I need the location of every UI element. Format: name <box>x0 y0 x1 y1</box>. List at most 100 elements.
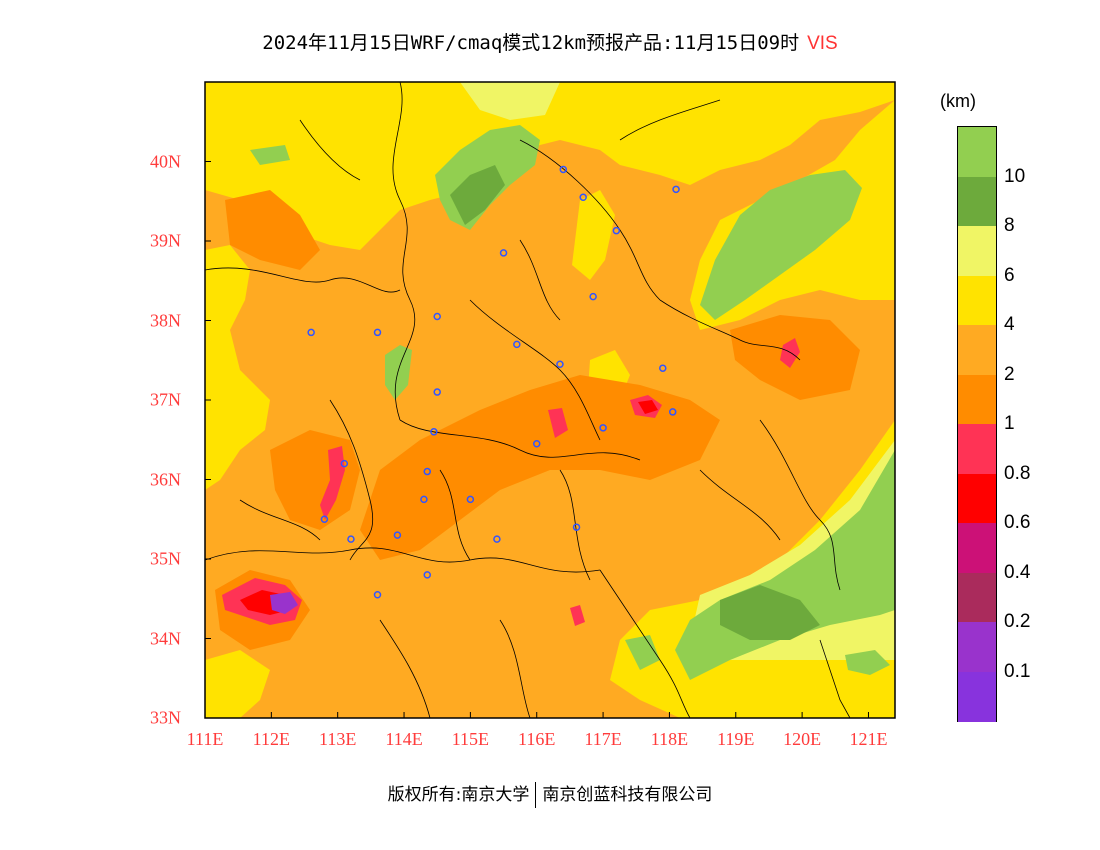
y-tick-label: 33N <box>150 707 181 728</box>
colorbar-label: 0.2 <box>1004 611 1031 632</box>
city-marker <box>347 535 355 543</box>
city-marker <box>320 515 329 523</box>
footer-left: 版权所有:南京大学 <box>387 785 530 805</box>
x-tick-label: 113E <box>319 729 357 749</box>
y-tick-label: 36N <box>150 469 181 489</box>
city-marker <box>513 340 521 349</box>
colorbar-segment <box>958 622 996 672</box>
city-marker <box>559 165 568 174</box>
pink-spot-coast <box>780 338 800 368</box>
colorbar-segment <box>958 473 996 524</box>
colorbar-segment <box>958 226 996 276</box>
colorbar-label: 2 <box>1004 363 1015 385</box>
orange-core-central <box>360 375 720 560</box>
title-variable: VIS <box>807 33 838 54</box>
green-region-taihang <box>385 345 412 400</box>
footer-separator <box>535 782 537 808</box>
light-yellow-region-north <box>460 82 560 120</box>
red-spot-shandong <box>638 400 658 414</box>
colorbar-segment <box>958 671 996 722</box>
footer-right: 南京创蓝科技有限公司 <box>542 785 713 805</box>
title-text: 2024年11月15日WRF/cmaq模式12km预报产品:11月15日09时 <box>262 32 800 54</box>
y-tick-label: 35N <box>150 548 181 569</box>
city-marker <box>423 571 432 579</box>
colorbar-segment <box>958 374 996 425</box>
x-tick-label: 111E <box>186 729 224 749</box>
city-marker <box>373 328 382 337</box>
city-marker <box>433 312 441 321</box>
city-markers <box>307 165 680 599</box>
city-marker <box>579 193 587 202</box>
colorbar-label: 10 <box>1004 165 1026 187</box>
colorbar-label: 6 <box>1004 264 1015 286</box>
orange-core-northwest <box>225 190 320 270</box>
city-marker <box>589 292 597 301</box>
city-marker <box>340 459 349 468</box>
green-region-south <box>625 635 660 670</box>
yellow-region-central <box>572 190 615 280</box>
colorbar-label: 0.6 <box>1004 512 1031 533</box>
city-marker <box>430 428 438 436</box>
city-marker <box>423 467 432 476</box>
colorbar-segment <box>958 176 996 227</box>
city-marker <box>532 439 541 448</box>
x-tick-label: 115E <box>451 729 490 749</box>
map-field <box>205 82 895 718</box>
y-tick-label: 38N <box>150 310 181 330</box>
city-marker <box>420 495 428 504</box>
city-marker <box>659 364 667 372</box>
pink-spot-shanxi <box>320 446 345 520</box>
city-marker <box>373 591 382 599</box>
x-tick-label: 118E <box>650 729 689 749</box>
x-tick-label: 121E <box>849 729 888 749</box>
city-marker <box>307 328 315 337</box>
colorbar-segment <box>958 424 996 474</box>
pink-spot-south <box>570 605 585 626</box>
x-tick-label: 119E <box>717 729 755 749</box>
city-marker <box>556 360 564 368</box>
colorbar-segment <box>958 275 996 326</box>
admin-boundaries <box>205 82 851 718</box>
colorbar-segment <box>958 127 996 177</box>
colorbar-label: 0.1 <box>1004 660 1031 682</box>
x-tick-label: 117E <box>584 729 622 749</box>
x-tick-label: 112E <box>252 729 291 749</box>
colorbar-label: 4 <box>1004 314 1015 335</box>
colorbar-segment <box>958 523 996 573</box>
y-tick-label: 40N <box>150 151 181 171</box>
city-marker <box>612 226 621 235</box>
pink-spot-hebei <box>548 408 568 438</box>
city-marker <box>493 535 501 543</box>
green-region-bohai <box>700 170 862 320</box>
colorbar <box>957 126 997 722</box>
colorbar-label: 8 <box>1004 215 1015 236</box>
dark-green-region-coast <box>720 585 820 640</box>
colorbar-label: 0.4 <box>1004 561 1031 583</box>
city-marker <box>599 424 607 432</box>
colorbar-label: 0.8 <box>1004 462 1031 484</box>
y-tick-label: 37N <box>150 389 181 410</box>
yellow-region-west <box>205 245 270 490</box>
colorbar-unit: (km) <box>940 91 976 111</box>
purple-spot-henan-west <box>270 592 298 614</box>
colorbar-segment <box>958 325 996 375</box>
map-title: 2024年11月15日WRF/cmaq模式12km预报产品:11月15日09时 V… <box>0 28 1100 55</box>
green-region-southeast <box>845 650 890 675</box>
city-marker <box>672 185 680 194</box>
green-region-small-north <box>250 145 290 165</box>
yellow-region-north <box>205 82 895 250</box>
city-marker <box>499 249 508 257</box>
y-tick-label: 34N <box>150 628 181 648</box>
city-marker <box>466 495 475 504</box>
colorbar-label: 1 <box>1004 413 1015 434</box>
y-tick-label: 39N <box>150 230 181 251</box>
city-marker <box>433 388 441 396</box>
city-marker <box>572 523 581 531</box>
city-marker <box>668 408 677 416</box>
dark-green-region-north <box>450 165 505 225</box>
colorbar-segment <box>958 572 996 623</box>
copyright-footer: 版权所有:南京大学 南京创蓝科技有限公司 <box>0 780 1100 808</box>
city-marker <box>393 531 402 539</box>
x-tick-label: 116E <box>518 729 556 749</box>
